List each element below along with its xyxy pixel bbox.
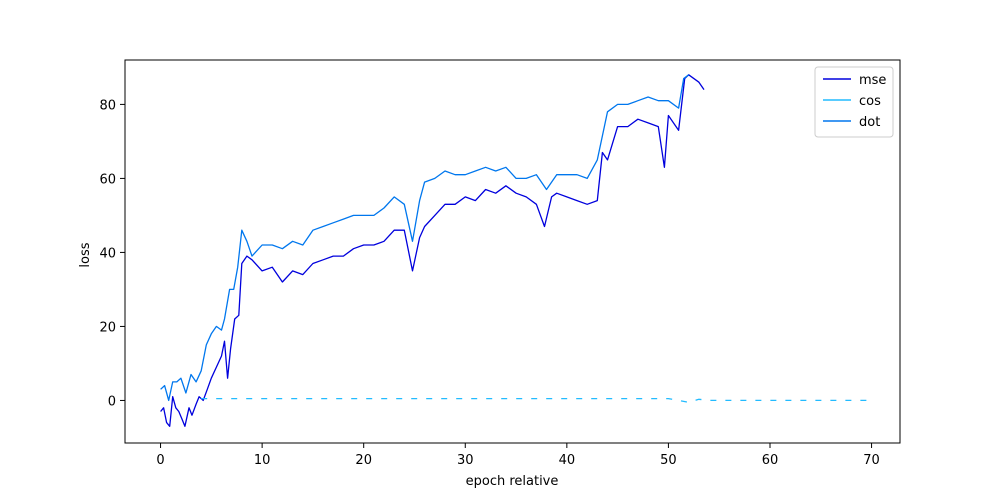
plot-area: [125, 60, 900, 443]
series-layer: [160, 74, 867, 427]
y-tick-label: 80: [99, 98, 116, 113]
x-tick-label: 40: [559, 453, 576, 468]
y-tick-label: 20: [99, 320, 116, 335]
x-tick-label: 20: [355, 453, 372, 468]
x-tick-label: 50: [660, 453, 677, 468]
plot-frame: [124, 59, 901, 444]
series-line-mse: [160, 74, 705, 427]
x-tick-label: 30: [457, 453, 474, 468]
legend-label-dot: dot: [859, 115, 880, 130]
legend-label-cos: cos: [859, 94, 881, 109]
x-tick-label: 0: [156, 453, 164, 468]
legend: mse cos dot: [814, 66, 894, 138]
series-line-dot: [160, 74, 690, 402]
y-tick-label: 40: [99, 246, 116, 261]
y-axis: 0 20 40 60 80: [99, 98, 125, 409]
legend-box: [814, 66, 894, 138]
y-tick-label: 0: [108, 394, 116, 409]
y-axis-label: loss: [78, 242, 93, 267]
x-axis: 0 10 20 30 40 50 60 70: [156, 443, 880, 468]
legend-label-mse: mse: [859, 73, 886, 88]
x-tick-label: 70: [863, 453, 880, 468]
series-line-cos: [201, 397, 867, 403]
y-tick-label: 60: [99, 172, 116, 187]
x-tick-label: 10: [254, 453, 271, 468]
x-axis-label: epoch relative: [466, 474, 559, 489]
x-tick-label: 60: [762, 453, 779, 468]
